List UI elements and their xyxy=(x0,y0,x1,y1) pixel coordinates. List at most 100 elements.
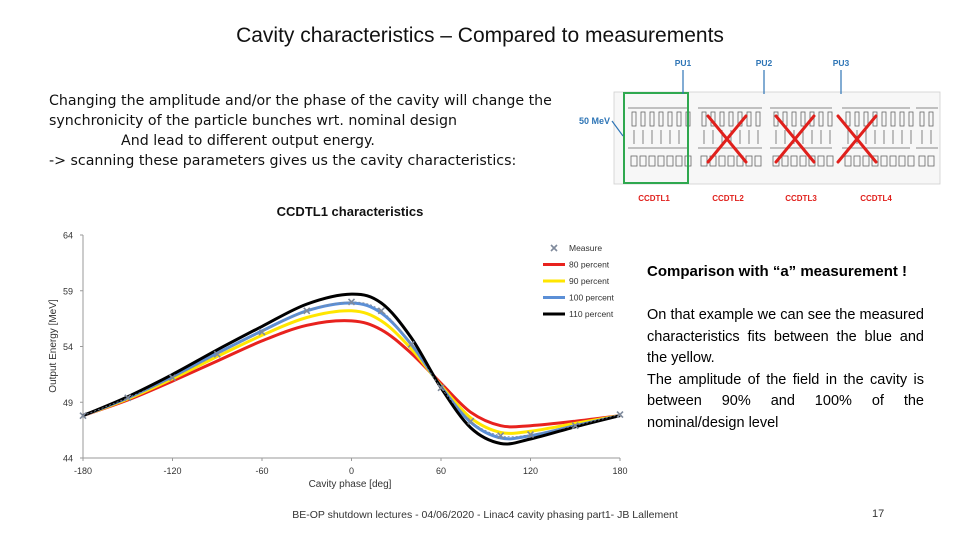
y-tick-label: 59 xyxy=(63,286,73,296)
x-tick-label: 0 xyxy=(349,466,354,476)
schematic-cell xyxy=(658,111,664,127)
module-label: CCDTL1 xyxy=(638,194,670,203)
y-tick-label: 49 xyxy=(63,398,73,408)
y-tick-label: 44 xyxy=(63,454,73,464)
schematic-cell xyxy=(799,155,807,167)
schematic-cell xyxy=(755,111,761,127)
schematic-cell xyxy=(728,111,734,127)
schematic-cell xyxy=(826,155,834,167)
schematic-cell xyxy=(800,111,806,127)
schematic-cell xyxy=(918,155,926,167)
cross-icon xyxy=(706,114,748,164)
legend-label: 80 percent xyxy=(569,260,610,270)
module-label: CCDTL2 xyxy=(712,194,744,203)
pickup-label: PU1 xyxy=(675,58,692,68)
y-tick-label: 54 xyxy=(63,342,73,352)
x-tick-label: 60 xyxy=(436,466,446,476)
schematic-cell xyxy=(899,111,905,127)
measure-point xyxy=(124,394,132,402)
schematic-cell xyxy=(790,155,798,167)
schematic-cell xyxy=(928,111,934,127)
schematic-cell xyxy=(927,155,935,167)
measure-point xyxy=(407,340,415,348)
cross-icon xyxy=(774,114,816,164)
schematic-cell xyxy=(666,155,674,167)
y-tick-group: 44 49 54 59 64 xyxy=(63,231,83,464)
schematic-cell xyxy=(827,111,833,127)
schematic-cell xyxy=(889,155,897,167)
comparison-heading: Comparison with “a” measurement ! xyxy=(647,263,908,280)
schematic-cell xyxy=(772,155,780,167)
legend-label: Measure xyxy=(569,243,602,253)
schematic-cell xyxy=(727,155,735,167)
measure-point xyxy=(437,384,445,392)
series-line-80-percent xyxy=(82,319,621,429)
module-label: CCDTL4 xyxy=(860,194,892,203)
cross-icon xyxy=(836,114,878,164)
schematic-cell xyxy=(657,155,665,167)
disabled-crosses xyxy=(706,114,878,164)
schematic-cell xyxy=(640,111,646,127)
measure-point xyxy=(616,410,624,419)
schematic-cell xyxy=(667,111,673,127)
measure-point xyxy=(497,432,505,440)
measure-point xyxy=(303,307,311,315)
schematic-cell xyxy=(853,155,861,167)
schematic-cell xyxy=(676,111,682,127)
x-axis-label: Cavity phase [deg] xyxy=(309,479,392,490)
intro-line: synchronicity of the particle bunches wr… xyxy=(49,113,457,129)
schematic-cell xyxy=(871,155,879,167)
intro-line: And lead to different output energy. xyxy=(121,133,375,149)
schematic-cell xyxy=(890,111,896,127)
legend-label: 90 percent xyxy=(569,276,610,286)
legend-label: 100 percent xyxy=(569,293,615,303)
measure-point xyxy=(79,412,87,420)
comparison-paragraph: The amplitude of the field in the cavity… xyxy=(647,371,924,431)
schematic-cell xyxy=(898,155,906,167)
page-number: 17 xyxy=(872,508,885,520)
footer-text: BE-OP shutdown lectures - 04/06/2020 - L… xyxy=(292,509,678,521)
highlight-box xyxy=(623,92,689,184)
intro-text: Changing the amplitude and/or the phase … xyxy=(49,91,579,171)
schematic-cell xyxy=(881,111,887,127)
schematic-cell xyxy=(648,155,656,167)
x-tick-label: -60 xyxy=(255,466,268,476)
y-axis-label: Output Energy [MeV] xyxy=(48,299,59,393)
schematic-cell xyxy=(675,155,683,167)
measure-point xyxy=(571,422,579,430)
schematic-cell xyxy=(718,155,726,167)
comparison-paragraph: On that example we can see the measured … xyxy=(647,307,924,366)
schematic-cell xyxy=(630,155,638,167)
measure-point xyxy=(377,307,385,315)
y-tick-label: 64 xyxy=(63,231,73,241)
schematic-cell xyxy=(791,111,797,127)
x-tick-label: -180 xyxy=(74,466,92,476)
schematic-cell xyxy=(862,155,870,167)
schematic-cell xyxy=(754,155,762,167)
energy-label: 50 MeV xyxy=(579,116,610,126)
x-tick-label: -120 xyxy=(163,466,181,476)
pickup-label: PU3 xyxy=(833,58,850,68)
schematic-cell xyxy=(854,111,860,127)
schematic-cell xyxy=(781,155,789,167)
measure-point xyxy=(526,431,535,439)
schematic-cell xyxy=(817,155,825,167)
series-line-100-percent xyxy=(82,301,621,441)
schematic-cell xyxy=(701,111,707,127)
pickup-group: PU1 PU2 PU3 xyxy=(675,58,850,94)
schematic-drawing xyxy=(628,107,938,167)
x-tick-label: 120 xyxy=(523,466,538,476)
intro-line: -> scanning these parameters gives us th… xyxy=(49,153,517,169)
series-line-90-percent xyxy=(82,309,621,435)
schematic-cell xyxy=(631,111,637,127)
schematic-cell xyxy=(844,155,852,167)
legend-label: 110 percent xyxy=(569,309,614,319)
schematic-cell xyxy=(639,155,647,167)
slide-title: Cavity characteristics – Compared to mea… xyxy=(236,24,724,47)
schematic-cell xyxy=(818,111,824,127)
x-tick-group: -180 -120 -60 0 60 120 180 xyxy=(74,458,628,476)
legend: Measure 80 percent 90 percent 100 percent 11… xyxy=(543,243,615,319)
schematic-cell xyxy=(746,111,752,127)
pickup-label: PU2 xyxy=(756,58,773,68)
